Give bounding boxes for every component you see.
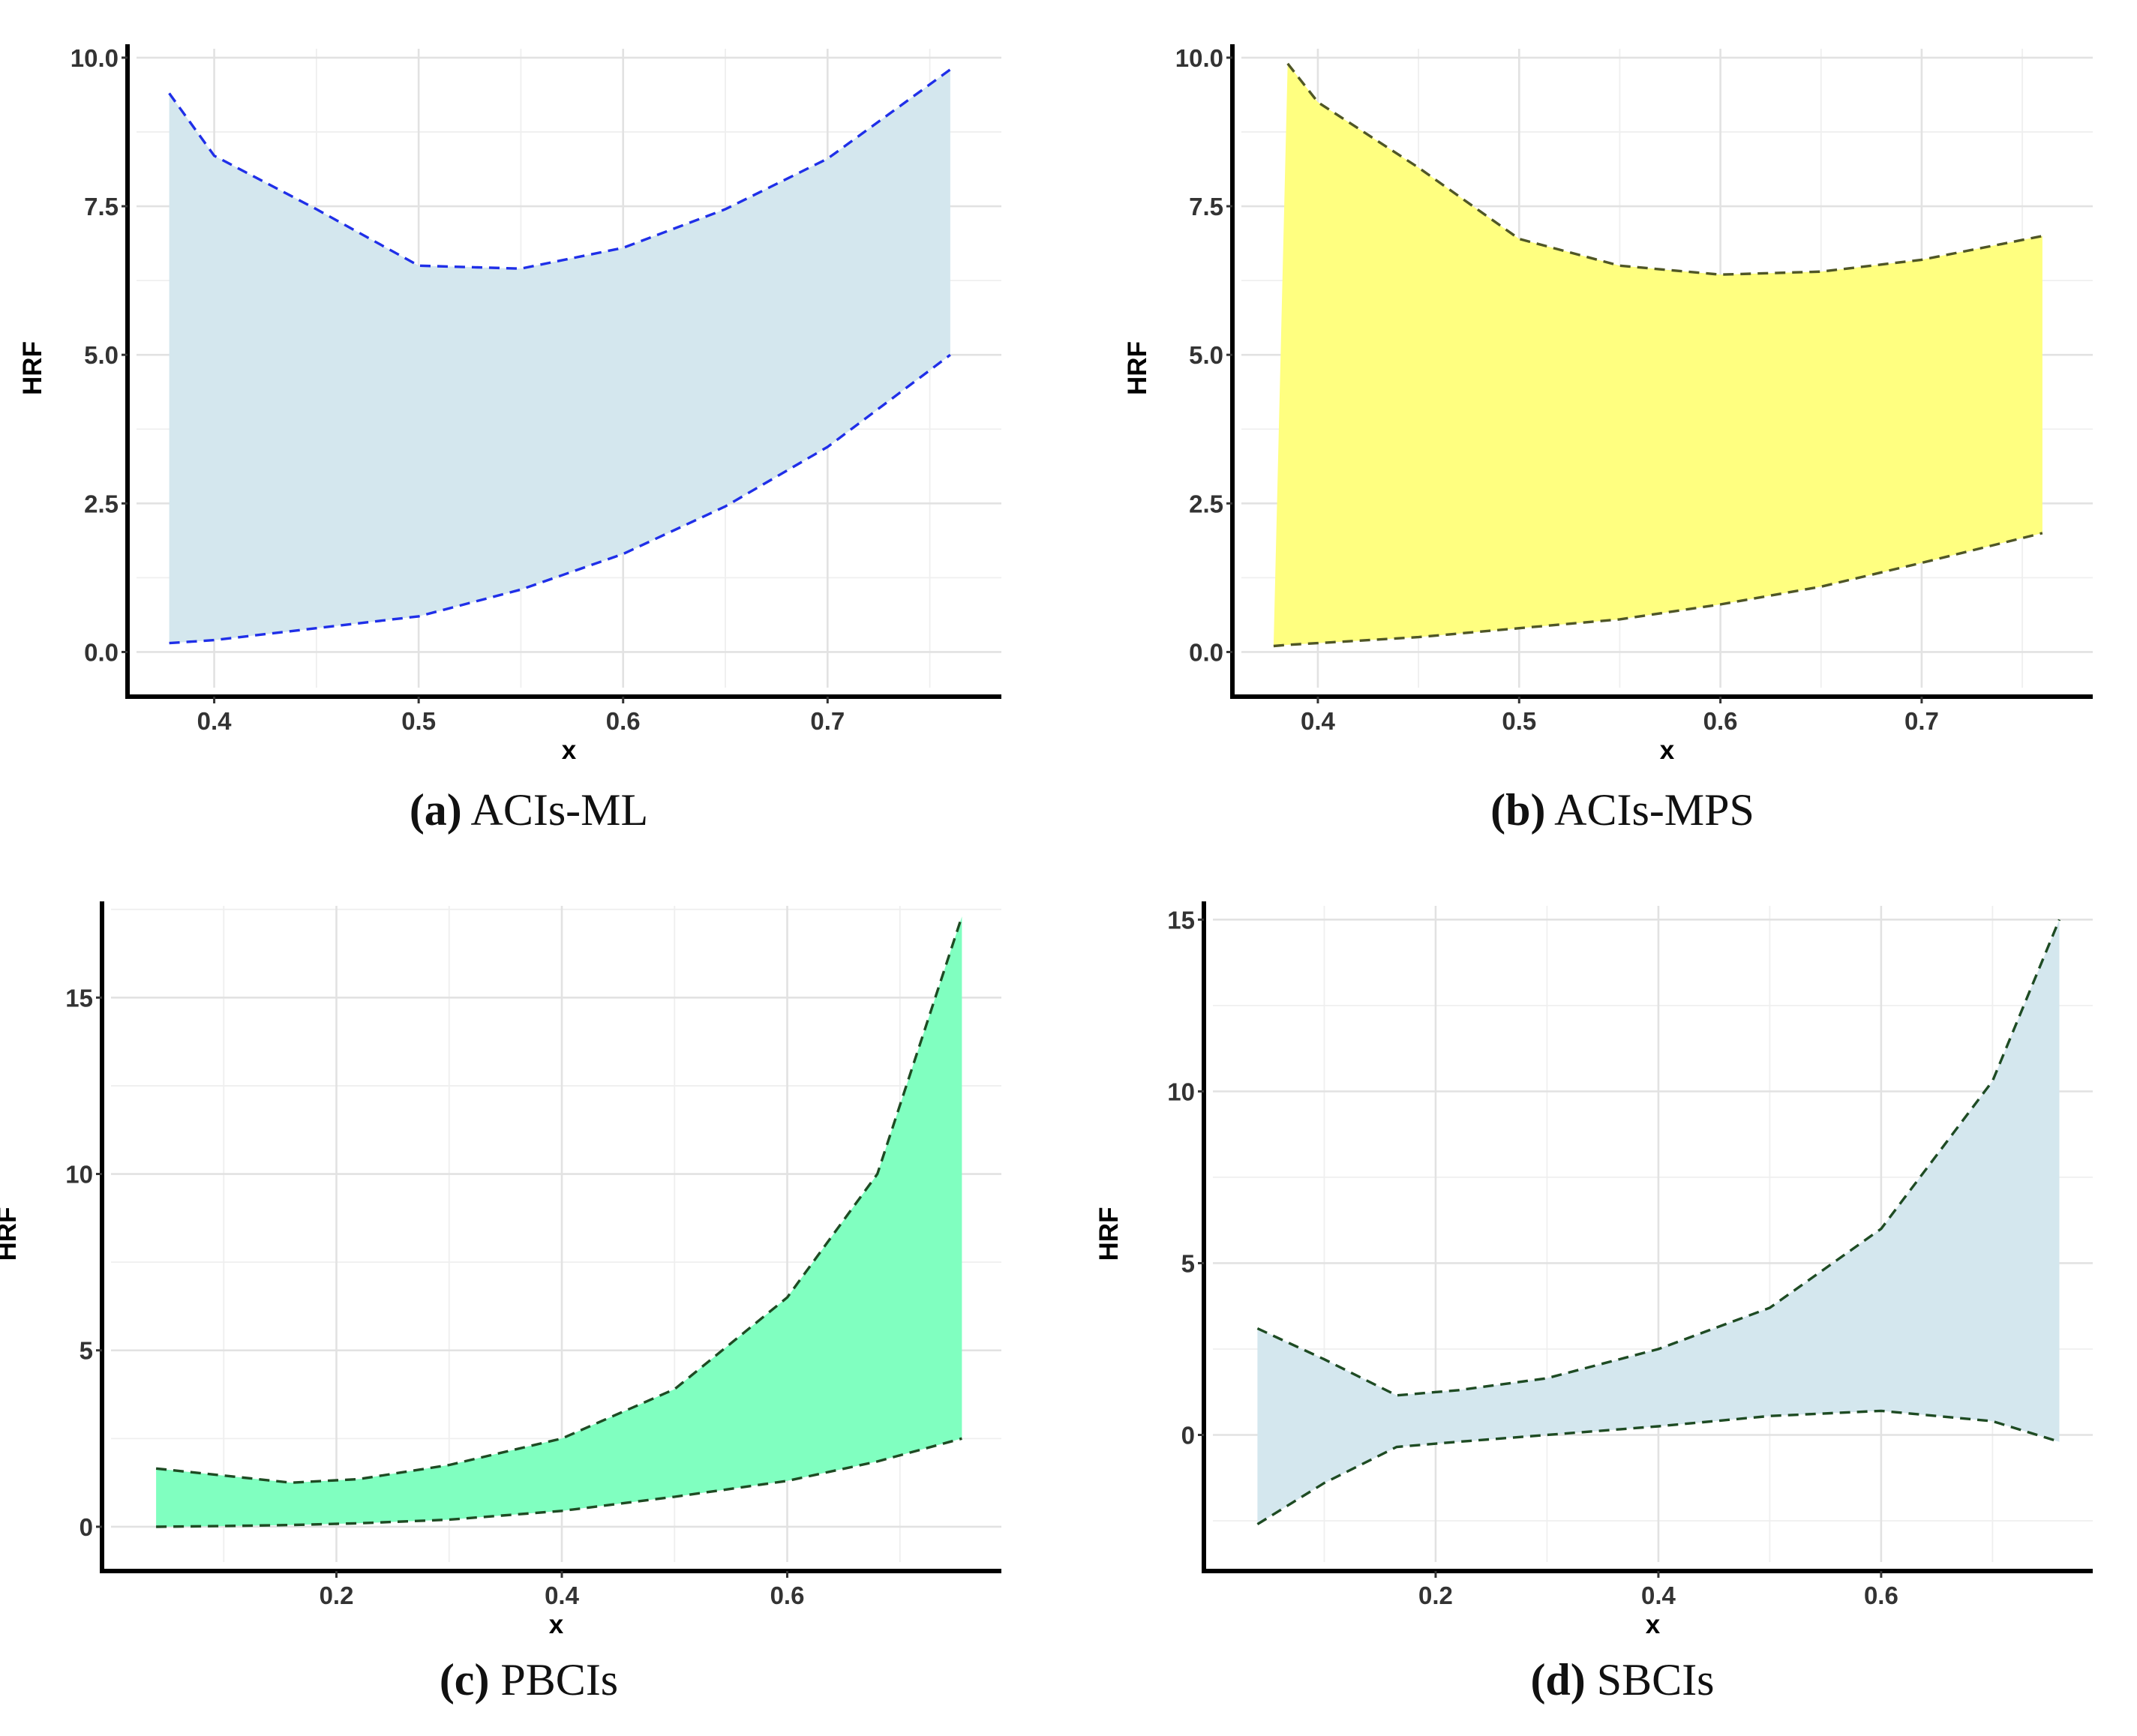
panel-d-y-tick-label-1: 5 [1181, 1249, 1195, 1277]
panel-c-lower-line [156, 1437, 962, 1528]
panel-c: 0 5 10 15 0.2 0.4 0.6 x HRF (c) PBCIs [0, 901, 1001, 1705]
panel-c-x-tick-label-0: 0.2 [320, 1582, 354, 1609]
panel-a-x-tick-label-3: 0.7 [810, 707, 845, 735]
panel-b: 0.0 2.5 5.0 7.5 10.0 0.4 0.5 0.6 0.7 x HRF (b) ACI… [1123, 44, 2093, 835]
panel-c-x-tick-label-2: 0.6 [770, 1582, 805, 1609]
panel-b-lower-line [1273, 532, 2043, 648]
panel-b-y-tick-label-2: 5.0 [1189, 341, 1223, 369]
panel-c-y-axis-title: HRF [0, 1207, 22, 1261]
panel-c-x-tick-label-1: 0.4 [545, 1582, 580, 1609]
panel-b-upper-line [1286, 62, 2043, 276]
panel-a-y-tick-label-2: 5.0 [84, 341, 119, 369]
panel-a-y-tick-label-1: 2.5 [84, 490, 119, 517]
panel-a-plot: 0.0 2.5 5.0 7.5 10.0 0.4 0.5 0.6 0.7 x HRF [18, 44, 1001, 765]
panel-b-y-axis-title: HRF [1123, 341, 1152, 395]
panel-a-x-tick-label-0: 0.4 [197, 707, 233, 735]
panel-c-y-tick-label-1: 5 [80, 1337, 93, 1365]
panel-d-y-tick-label-0: 0 [1181, 1421, 1195, 1449]
panel-b-y-tick-label-4: 10.0 [1175, 44, 1223, 72]
panel-b-x-tick-label-1: 0.5 [1502, 707, 1536, 735]
panel-a-lower-line [169, 353, 951, 645]
panel-d-x-tick-label-0: 0.2 [1418, 1582, 1453, 1609]
panel-a-y-axis-title: HRF [18, 341, 47, 395]
panel-d-x-axis-title: x [1646, 1610, 1661, 1639]
panel-d-plot: 0 5 10 15 0.2 0.4 0.6 x HRF [1094, 901, 2093, 1639]
panel-b-y-tick-label-3: 7.5 [1189, 193, 1223, 220]
panel-b-plot: 0.0 2.5 5.0 7.5 10.0 0.4 0.5 0.6 0.7 x HRF [1123, 44, 2093, 765]
panel-a-x-tick-label-2: 0.6 [606, 707, 641, 735]
panel-b-y-tick-label-1: 2.5 [1189, 490, 1223, 517]
panel-d-caption: (d) SBCIs [1530, 1655, 1714, 1705]
panel-c-y-tick-label-2: 10 [65, 1161, 93, 1189]
panel-d-lower-line [1256, 1409, 2060, 1526]
panel-c-caption: (c) PBCIs [440, 1655, 618, 1705]
panel-d-y-tick-label-2: 10 [1167, 1078, 1195, 1105]
panel-c-upper-line [155, 916, 964, 1484]
panel-a-y-tick-label-4: 10.0 [71, 44, 119, 72]
panel-b-x-tick-label-3: 0.7 [1904, 707, 1939, 735]
panel-a-x-axis-title: x [562, 736, 577, 765]
panel-d-y-axis-title: HRF [1094, 1207, 1124, 1261]
panel-b-x-tick-label-2: 0.6 [1703, 707, 1738, 735]
panel-d-upper-line [1256, 919, 2061, 1397]
panel-a-caption: (a) ACIs-ML [410, 785, 648, 835]
panel-d-x-tick-label-1: 0.4 [1641, 1582, 1676, 1609]
panel-a: 0.0 2.5 5.0 7.5 10.0 0.4 0.5 0.6 0.7 x HRF (a) ACI… [18, 44, 1001, 835]
panel-b-x-tick-label-0: 0.4 [1301, 707, 1336, 735]
panel-d-ribbon [1257, 919, 2060, 1525]
panel-b-x-axis-title: x [1660, 736, 1675, 765]
panel-a-ribbon [169, 69, 950, 643]
panel-a-y-tick-label-0: 0.0 [84, 638, 119, 666]
panel-a-y-tick-label-3: 7.5 [84, 193, 119, 220]
panel-d: 0 5 10 15 0.2 0.4 0.6 x HRF (d) SBCIs [1094, 901, 2093, 1705]
panel-c-x-axis-title: x [549, 1610, 564, 1639]
panel-b-ribbon [1273, 63, 2042, 646]
panel-c-y-tick-label-0: 0 [80, 1513, 93, 1541]
panel-c-plot: 0 5 10 15 0.2 0.4 0.6 x HRF [0, 901, 1001, 1639]
panel-b-caption: (b) ACIs-MPS [1490, 785, 1754, 835]
panel-c-y-tick-label-3: 15 [65, 984, 93, 1012]
panel-c-ribbon [156, 916, 962, 1527]
panel-d-y-tick-label-3: 15 [1167, 906, 1195, 934]
panel-d-x-tick-label-2: 0.6 [1864, 1582, 1898, 1609]
panel-b-y-tick-label-0: 0.0 [1189, 638, 1223, 666]
panel-a-x-tick-label-1: 0.5 [401, 707, 436, 735]
